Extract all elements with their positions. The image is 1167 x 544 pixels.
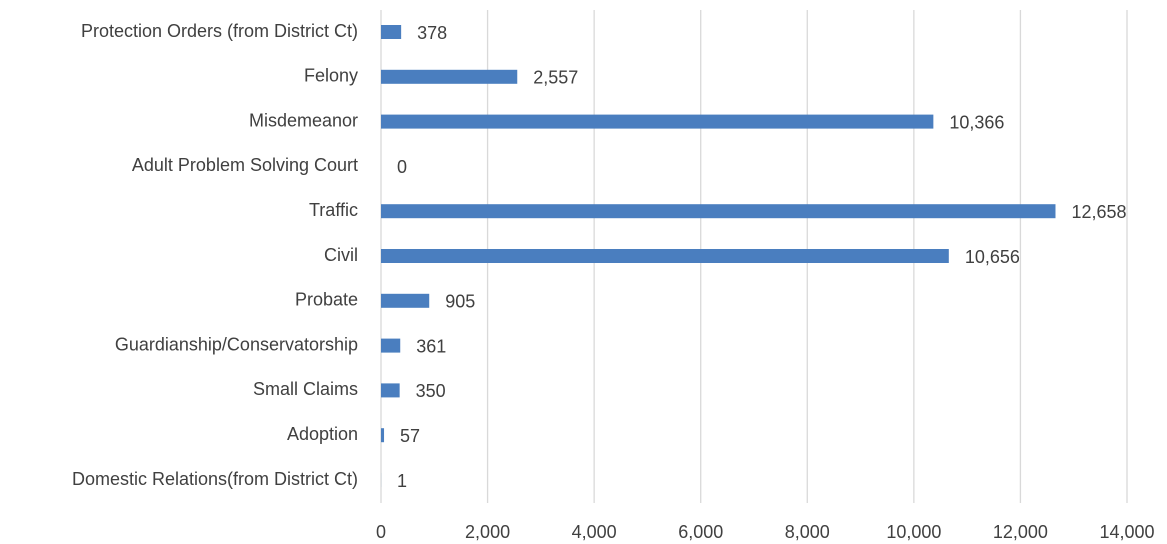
bar: [381, 204, 1056, 219]
bar: [381, 338, 401, 353]
y-tick-label: Guardianship/Conservatorship: [115, 334, 358, 354]
x-tick-label: 6,000: [678, 522, 723, 542]
x-tick-label: 4,000: [572, 522, 617, 542]
y-tick-label: Felony: [304, 66, 358, 86]
data-label: 0: [397, 157, 407, 177]
data-label: 12,658: [1071, 202, 1126, 222]
bar: [381, 249, 949, 263]
y-tick-label: Adult Problem Solving Court: [132, 155, 358, 175]
x-tick-label: 14,000: [1099, 522, 1154, 542]
bar: [381, 428, 385, 443]
data-label: 10,366: [949, 112, 1004, 132]
data-label: 1: [397, 471, 407, 491]
y-tick-label: Small Claims: [253, 379, 358, 399]
bar: [381, 293, 430, 308]
data-label: 350: [416, 381, 446, 401]
y-tick-label: Protection Orders (from District Ct): [81, 21, 358, 41]
bar: [381, 25, 402, 39]
data-label: 57: [400, 426, 420, 446]
data-label: 905: [445, 292, 475, 312]
y-tick-label: Civil: [324, 245, 358, 265]
data-label: 10,656: [965, 247, 1020, 267]
bar: [381, 69, 518, 84]
x-tick-label: 12,000: [993, 522, 1048, 542]
x-tick-label: 2,000: [465, 522, 510, 542]
y-tick-label: Domestic Relations(from District Ct): [72, 469, 358, 489]
x-tick-label: 0: [376, 522, 386, 542]
y-tick-label: Traffic: [309, 200, 358, 220]
data-label: 2,557: [533, 68, 578, 88]
bar: [381, 383, 400, 398]
x-tick-label: 8,000: [785, 522, 830, 542]
data-label: 378: [417, 23, 447, 43]
data-label: 361: [416, 336, 446, 356]
y-tick-label: Adoption: [287, 424, 358, 444]
y-tick-label: Probate: [295, 290, 358, 310]
y-tick-label: Misdemeanor: [249, 110, 358, 130]
x-tick-label: 10,000: [886, 522, 941, 542]
bar: [381, 114, 934, 129]
